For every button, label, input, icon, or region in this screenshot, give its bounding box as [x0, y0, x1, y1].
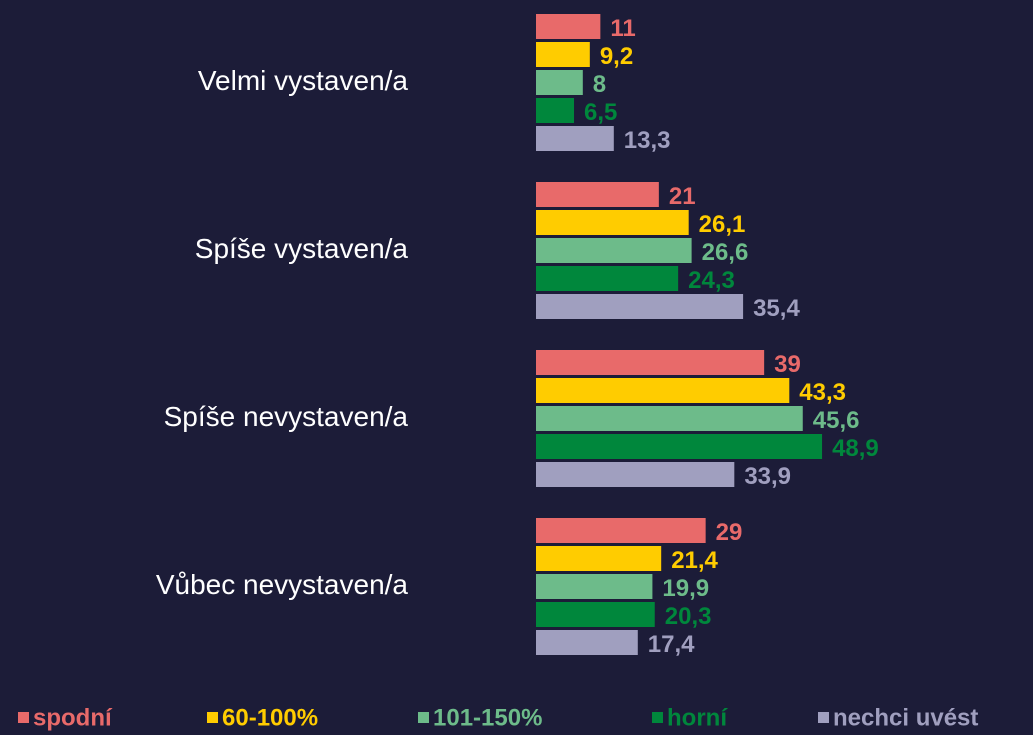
bar	[536, 630, 638, 655]
bar	[536, 210, 689, 235]
bar	[536, 42, 590, 67]
data-label: 19,9	[662, 575, 709, 602]
legend-swatch	[418, 712, 429, 723]
data-label: 39	[774, 351, 801, 378]
legend-swatch	[818, 712, 829, 723]
data-label: 33,9	[744, 463, 791, 490]
data-label: 45,6	[813, 407, 860, 434]
data-label: 9,2	[600, 43, 633, 70]
bar	[536, 350, 765, 375]
legend-swatch	[652, 712, 663, 723]
legend-swatch	[18, 712, 29, 723]
bar	[536, 70, 583, 95]
bar	[536, 546, 662, 571]
data-label: 35,4	[753, 295, 800, 322]
legend-label: 101-150%	[433, 704, 542, 731]
data-label: 48,9	[832, 435, 879, 462]
data-label: 17,4	[648, 631, 695, 658]
legend-label: nechci uvést	[833, 704, 978, 731]
bar	[536, 462, 735, 487]
data-label: 8	[593, 71, 606, 98]
bar	[536, 98, 575, 123]
bar	[536, 518, 706, 543]
bar	[536, 406, 803, 431]
bar	[536, 14, 601, 39]
bar	[536, 434, 823, 459]
data-label: 11	[610, 15, 635, 42]
bar	[536, 378, 790, 403]
bar	[536, 182, 659, 207]
legend-label: horní	[667, 704, 728, 731]
data-label: 26,1	[699, 211, 746, 238]
bar	[536, 126, 614, 151]
bar	[536, 238, 692, 263]
data-label: 21,4	[671, 547, 718, 574]
data-label: 26,6	[702, 239, 749, 266]
legend-label: spodní	[33, 704, 113, 731]
category-label: Spíše nevystaven/a	[164, 401, 409, 432]
data-label: 6,5	[584, 99, 617, 126]
data-label: 24,3	[688, 267, 735, 294]
bar	[536, 266, 679, 291]
data-label: 20,3	[665, 603, 712, 630]
bar	[536, 602, 655, 627]
bar	[536, 574, 653, 599]
legend-swatch	[207, 712, 218, 723]
data-label: 13,3	[624, 127, 671, 154]
category-label: Vůbec nevystaven/a	[156, 569, 409, 600]
data-label: 43,3	[799, 379, 846, 406]
category-label: Velmi vystaven/a	[198, 65, 409, 96]
data-label: 21	[669, 183, 696, 210]
category-label: Spíše vystaven/a	[195, 233, 409, 264]
bar	[536, 294, 744, 319]
data-label: 29	[716, 519, 743, 546]
legend-label: 60-100%	[222, 704, 318, 731]
